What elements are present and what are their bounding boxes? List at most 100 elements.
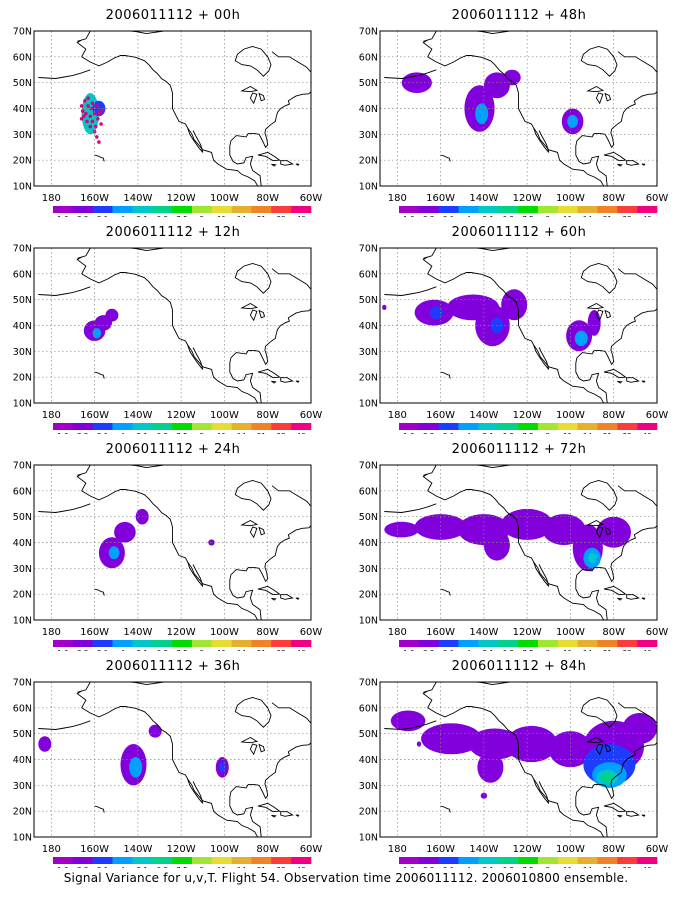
- coastline: [38, 69, 91, 79]
- y-tick-label: 50N: [13, 512, 32, 523]
- colorbar-label: 1.6: [403, 214, 415, 217]
- colorbar-swatch: [112, 423, 133, 430]
- coastline: [76, 473, 87, 492]
- coastline: [77, 248, 164, 259]
- colorbar-label: 40: [297, 214, 307, 217]
- colorbar-label: 7.5: [176, 865, 187, 868]
- map-panel: 2006011112 + 72h 10N 20N 30N 40N 50N 60N 70N 180…: [346, 434, 692, 651]
- y-tick-label: 30N: [359, 347, 378, 358]
- y-tick-label: 10N: [359, 833, 378, 844]
- y-tick-label: 10N: [13, 182, 32, 193]
- coastline: [81, 706, 259, 837]
- x-tick-label: 140W: [469, 410, 498, 421]
- colorbar-swatch: [211, 423, 232, 430]
- coastline: [249, 309, 258, 322]
- observation-point: [79, 104, 84, 108]
- colorbar-swatch: [231, 640, 252, 647]
- coastline: [427, 55, 605, 186]
- variance-blob: [429, 306, 443, 320]
- y-tick-label: 60N: [359, 703, 378, 714]
- colorbar-label: 4: [466, 865, 471, 868]
- x-tick-label: 120W: [513, 844, 542, 855]
- colorbar-swatch: [418, 857, 439, 864]
- coastline: [641, 163, 646, 166]
- coastline: [427, 489, 605, 620]
- colorbar-swatch: [478, 640, 499, 647]
- colorbar-label: 14: [237, 648, 247, 651]
- coastline: [533, 778, 550, 804]
- colorbar-label: 9: [546, 865, 551, 868]
- coastline: [533, 127, 550, 153]
- colorbar-swatch: [291, 857, 312, 864]
- colorbar-label: 14: [583, 865, 593, 868]
- coastline: [38, 503, 91, 513]
- y-tick-label: 40N: [359, 755, 378, 766]
- observation-point: [85, 119, 89, 124]
- colorbar-swatch: [53, 640, 74, 647]
- colorbar-label: 14: [237, 865, 247, 868]
- colorbar-label: 21: [257, 214, 266, 217]
- colorbar-swatch: [191, 640, 213, 647]
- variance-blob: [148, 724, 162, 738]
- variance-blob: [600, 772, 614, 783]
- x-tick-label: 80W: [256, 193, 279, 204]
- y-tick-label: 40N: [13, 321, 32, 332]
- map-plot: 10N 20N 30N 40N 50N 60N 70N 180 160W 140W 120W 100W…: [13, 461, 323, 652]
- x-tick-label: 100W: [556, 193, 585, 204]
- colorbar-label: 21: [603, 648, 612, 651]
- x-tick-label: 60W: [646, 844, 669, 855]
- map-plot: 10N 20N 30N 40N 50N 60N 70N 180 160W 140W 120W 100W…: [359, 678, 669, 869]
- colorbar-swatch: [518, 206, 539, 213]
- variance-blob: [587, 310, 601, 336]
- y-tick-label: 20N: [13, 807, 32, 818]
- coastline: [617, 51, 657, 83]
- coastline: [94, 805, 105, 813]
- colorbar-label: 40: [297, 431, 307, 434]
- map-frame: [33, 464, 312, 621]
- x-tick-label: 180: [388, 627, 407, 638]
- colorbar-swatch: [458, 640, 479, 647]
- colorbar-swatch: [172, 857, 193, 864]
- coastline: [580, 480, 618, 511]
- x-tick-label: 160W: [426, 193, 455, 204]
- x-tick-label: 80W: [256, 844, 279, 855]
- coastline: [229, 525, 311, 620]
- figure-caption: Signal Variance for u,v,T. Flight 54. Ob…: [63, 871, 629, 885]
- colorbar-swatch: [211, 857, 232, 864]
- colorbar-label: 3.1: [443, 648, 454, 651]
- panel-title: 2006011112 + 24h: [105, 442, 241, 457]
- x-tick-label: 140W: [123, 844, 152, 855]
- observation-point: [90, 101, 95, 106]
- colorbar-label: 40: [297, 648, 307, 651]
- observation-point: [96, 117, 100, 121]
- coastline: [240, 519, 259, 527]
- x-tick-label: 60W: [646, 627, 669, 638]
- colorbar-label: 40: [643, 865, 653, 868]
- coastline: [595, 743, 604, 756]
- coastline: [575, 742, 657, 837]
- observation-point: [88, 124, 93, 129]
- y-tick-label: 40N: [13, 755, 32, 766]
- observation-point: [83, 99, 87, 103]
- x-tick-label: 80W: [256, 627, 279, 638]
- colorbar-label: 2.2: [77, 431, 88, 434]
- colorbar-label: 3.1: [443, 431, 454, 434]
- observation-point: [92, 111, 97, 116]
- y-tick-label: 10N: [359, 182, 378, 193]
- coastline: [440, 154, 451, 162]
- y-tick-label: 60N: [359, 52, 378, 63]
- colorbar-label: 21: [257, 431, 266, 434]
- variance-blob: [503, 69, 521, 86]
- colorbar-label: 3.1: [97, 214, 108, 217]
- coastline: [617, 268, 657, 300]
- colorbar-swatch: [172, 423, 193, 430]
- map-frame: [379, 30, 658, 187]
- x-tick-label: 180: [42, 193, 61, 204]
- coastline: [617, 163, 623, 167]
- variance-blob: [105, 308, 119, 322]
- colorbar-label: 5.1: [483, 431, 494, 434]
- colorbar-swatch: [112, 640, 133, 647]
- colorbar-swatch: [271, 640, 292, 647]
- colorbar-label: 29: [623, 214, 633, 217]
- colorbar-swatch: [537, 640, 559, 647]
